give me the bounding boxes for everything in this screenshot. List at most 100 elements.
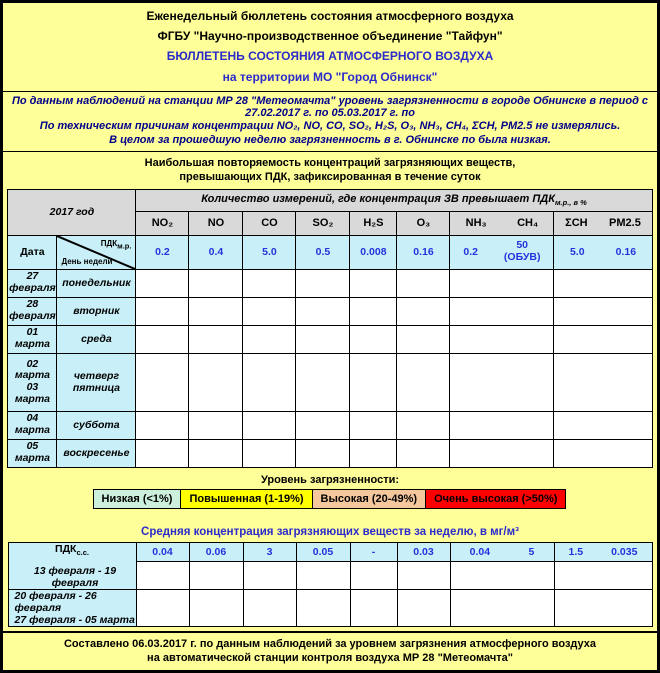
legend-high: Высокая (20-49%)	[311, 488, 427, 509]
day-of-week-label: День недели	[61, 256, 113, 266]
week1-label: 13 февраля - 19 февраля	[33, 564, 117, 589]
pdk-value-o3: 0.16	[396, 234, 451, 270]
weekly-pdk-nh3-ch4: 0.04 5	[449, 541, 555, 562]
day-text: пятница	[72, 382, 121, 394]
diagonal-line	[57, 236, 135, 269]
data-cell	[553, 560, 653, 590]
footer-line-1: Составлено 06.03.2017 г. по данным наблю…	[63, 637, 597, 650]
data-cell	[553, 268, 653, 298]
technical-note-text: По техническим причинам концентрации NO₂…	[39, 120, 621, 133]
weekly-pdk-sch: 1.5	[568, 545, 584, 558]
data-cell	[349, 324, 398, 354]
data-cell	[396, 352, 451, 412]
data-cell	[295, 296, 351, 326]
gas-header-o3: O₃	[396, 210, 451, 236]
weekly-table-title: Средняя концентрация загрязняющих вещест…	[141, 525, 519, 538]
week3-label: 27 февраля - 05 марта	[14, 613, 135, 626]
pdk-ss-label-text: ПДК	[55, 542, 77, 555]
organization-name: ФГБУ "Научно-производственное объединени…	[157, 29, 503, 44]
data-cell	[188, 588, 244, 627]
main-table: 2017 год Количество измерений, где конце…	[7, 188, 653, 468]
weekly-pdk-nh3: 0.04	[469, 545, 491, 558]
pdk-value-so2: 0.5	[295, 234, 351, 270]
header-row-2: NO₂ NO CO SO₂ H₂S O₃ NH₃ CH₄ ΣCH PM2.5	[8, 210, 653, 236]
date-label-cell: Дата	[7, 234, 58, 270]
data-cell	[449, 560, 555, 590]
data-cell	[396, 438, 451, 468]
pdk-mr-label-subscript: м.р.	[117, 241, 132, 251]
gas-header-pm25: PM2.5	[609, 217, 641, 229]
data-cell	[135, 438, 190, 468]
title-block: Еженедельный бюллетень состояния атмосфе…	[3, 3, 657, 92]
date-text: 05 марта	[14, 440, 51, 464]
legend-very-high: Очень высокая (>50%)	[425, 488, 567, 509]
weekly-pdk-no2: 0.04	[135, 541, 190, 562]
weekly-pdk-o3: 0.03	[396, 541, 451, 562]
date-text: 01 марта	[14, 326, 51, 350]
data-cell	[188, 352, 244, 412]
weekly-label-cell: ПДКс.с. 13 февраля - 19 февраля	[7, 541, 137, 590]
caption-line-2: превышающих ПДК, зафиксированная в течен…	[179, 170, 481, 183]
weekly-pdk-co: 3	[242, 541, 297, 562]
data-cell	[135, 560, 190, 590]
gas-header-ch4: CH₄	[517, 217, 539, 229]
pollution-level-legend: Уровень загрязненности: Низкая (<1%) Пов…	[3, 468, 657, 509]
gas-header-h2s: H₂S	[349, 210, 398, 236]
pdk-row: Дата ПДКм.р. День недели 0.2 0.4 5.0 0.5…	[7, 234, 653, 270]
territory-subheading: на территории МО "Город Обнинск"	[222, 69, 438, 84]
weekly-summary-text: В целом за прошедшую неделю загрязненнос…	[109, 133, 551, 146]
year-header-cell: 2017 год	[7, 188, 137, 236]
legend-low: Низкая (<1%)	[92, 488, 182, 509]
pdk-value-no: 0.4	[188, 234, 244, 270]
weekly-table: ПДКс.с. 13 февраля - 19 февраля 0.04 0.0…	[7, 541, 653, 627]
pdk-value-sch: 5.0	[569, 246, 585, 258]
data-cell	[349, 268, 398, 298]
pdk-value-sch-pm25: 5.0 0.16	[553, 234, 653, 270]
date-row-monday: 27 февраля понедельник	[7, 268, 653, 298]
data-cell	[135, 296, 190, 326]
pdk-value-co: 5.0	[242, 234, 297, 270]
bulletin-title: Еженедельный бюллетень состояния атмосфе…	[146, 9, 514, 23]
data-cell	[135, 352, 190, 412]
pdk-ss-label: ПДКс.с.	[9, 542, 135, 557]
measurements-header-text: Количество измерений, где концентрация З…	[201, 192, 555, 205]
legend-elevated: Повышенная (1-19%)	[180, 488, 313, 509]
date-text: 28 февраля	[9, 298, 56, 322]
pdk-value-no2: 0.2	[135, 234, 190, 270]
weekly-pdk-no: 0.06	[188, 541, 244, 562]
pdk-value-nh3: 0.2	[463, 246, 478, 258]
data-cell	[188, 560, 244, 590]
data-cell	[242, 410, 297, 440]
data-cell	[295, 352, 351, 412]
weekly-pdk-sch-pm25: 1.5 0.035	[553, 541, 653, 562]
data-cell	[449, 268, 555, 298]
caption-line-1: Наибольшая повторяемость концентраций за…	[144, 157, 516, 169]
gas-header-nh3-ch4: NH₃ CH₄	[449, 210, 555, 236]
day-cell: понедельник	[56, 268, 137, 298]
weekly-label-cell: 20 февраля - 26 февраля 27 февраля - 05 …	[7, 588, 137, 627]
data-cell	[396, 268, 451, 298]
observation-info-block: По данным наблюдений на станции МР 28 "М…	[3, 92, 657, 152]
day-cell: среда	[56, 324, 137, 354]
data-cell	[295, 560, 351, 590]
pdk-value-nh3-ch4: 0.2 50 (ОБУВ)	[449, 234, 555, 270]
data-cell	[349, 352, 398, 412]
weekly-pdk-h2s: -	[349, 541, 398, 562]
data-cell	[349, 588, 398, 627]
data-cell	[242, 268, 297, 298]
legend-strip: Низкая (<1%) Повышенная (1-19%) Высокая …	[92, 488, 567, 509]
day-text: четверг	[73, 370, 120, 382]
date-cell: 28 февраля	[7, 296, 58, 326]
data-cell	[295, 438, 351, 468]
diagonal-header-cell: ПДКм.р. День недели	[56, 234, 137, 270]
footer-line-2: на автоматической станции контроля возду…	[147, 651, 513, 664]
data-cell	[553, 410, 653, 440]
data-cell	[349, 410, 398, 440]
date-cell: 04 марта	[7, 410, 58, 440]
data-cell	[553, 438, 653, 468]
data-cell	[242, 324, 297, 354]
data-cell	[449, 438, 555, 468]
gas-header-nh3: NH₃	[465, 217, 487, 229]
date-row-sunday: 05 марта воскресенье	[7, 438, 653, 468]
data-cell	[188, 296, 244, 326]
